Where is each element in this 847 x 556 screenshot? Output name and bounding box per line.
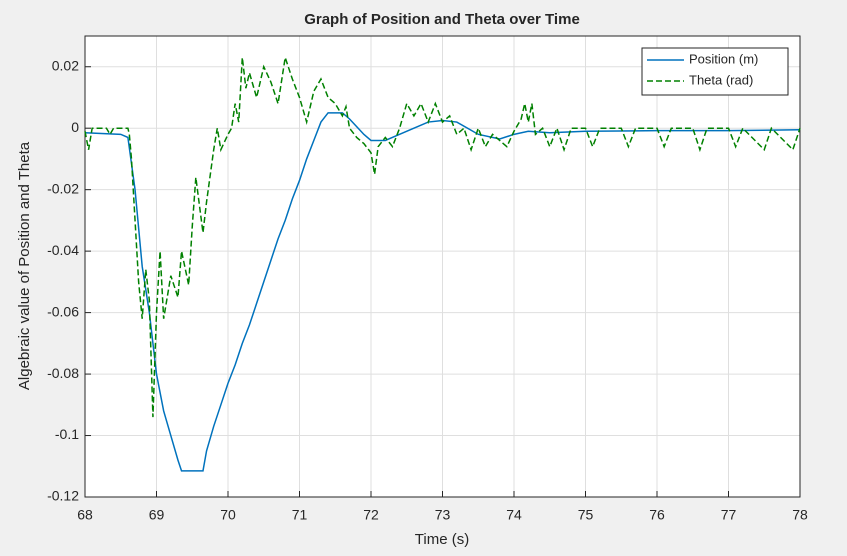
y-tick-label: -0.04 [47, 242, 79, 258]
x-tick-label: 70 [220, 507, 236, 523]
x-tick-label: 68 [77, 507, 93, 523]
x-tick-label: 69 [149, 507, 165, 523]
x-tick-label: 78 [792, 507, 808, 523]
legend-box [641, 47, 789, 96]
x-tick-label: 72 [363, 507, 379, 523]
x-tick-label: 71 [292, 507, 308, 523]
x-tick-label: 76 [649, 507, 665, 523]
x-tick-label: 75 [578, 507, 594, 523]
y-tick-label: -0.12 [47, 488, 79, 504]
y-tick-label: -0.02 [47, 180, 79, 196]
chart-title: Graph of Position and Theta over Time [304, 11, 580, 28]
x-axis-label: Time (s) [415, 531, 469, 548]
legend-label: Theta (rad) [689, 72, 753, 87]
x-tick-label: 73 [435, 507, 451, 523]
y-tick-label: -0.1 [55, 426, 79, 442]
y-tick-label: -0.06 [47, 303, 79, 319]
legend-label: Position (m) [689, 51, 758, 66]
y-tick-label: 0.02 [52, 57, 79, 73]
x-tick-label: 74 [506, 507, 522, 523]
x-tick-label: 77 [721, 507, 737, 523]
series-line [84, 57, 801, 418]
y-axis-label: Algebraic value of Position and Theta [16, 141, 33, 390]
y-tick-label: 0 [71, 119, 79, 135]
y-tick-label: -0.08 [47, 365, 79, 381]
axes-box [84, 35, 801, 498]
series-line [84, 112, 801, 472]
